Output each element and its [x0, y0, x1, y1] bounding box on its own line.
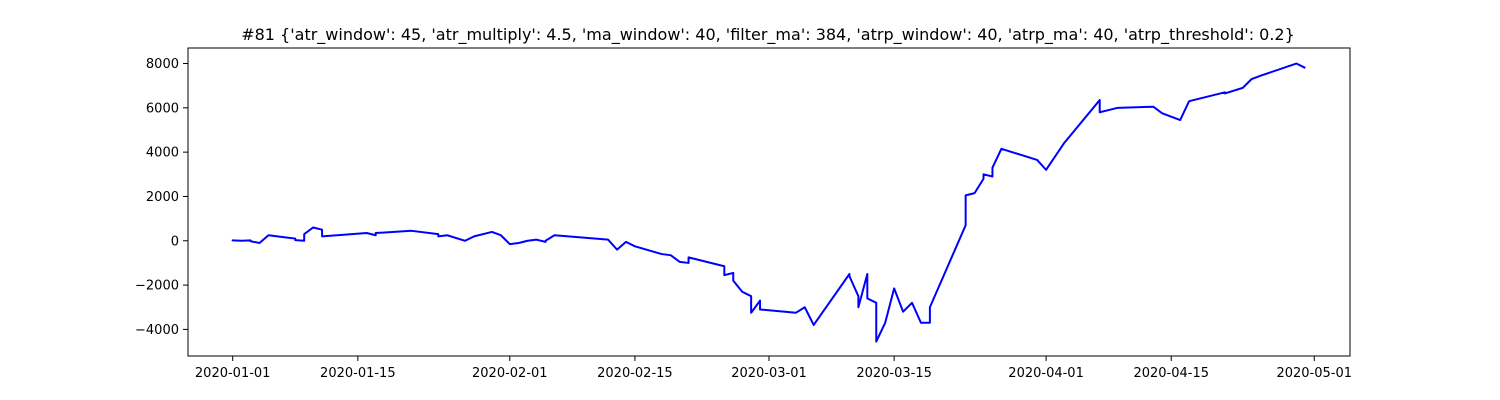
- series-line-0: [231, 62, 1306, 343]
- y-tick-label: 8000: [146, 57, 179, 72]
- y-tick-label: −4000: [135, 323, 179, 338]
- x-tick-label: 2020-04-15: [1133, 366, 1209, 381]
- y-tick-label: 0: [171, 234, 179, 249]
- x-tick-label: 2020-03-01: [731, 366, 807, 381]
- x-tick-label: 2020-01-15: [320, 366, 396, 381]
- x-tick-label: 2020-03-15: [856, 366, 932, 381]
- x-tick-label: 2020-02-01: [472, 366, 548, 381]
- y-tick-label: 6000: [146, 101, 179, 116]
- x-tick-label: 2020-04-01: [1008, 366, 1084, 381]
- x-tick-label: 2020-05-01: [1276, 366, 1352, 381]
- y-tick-label: −2000: [135, 279, 179, 294]
- y-axis: −4000 −2000 0 2000 4000 6000 8000: [135, 57, 188, 338]
- plot-area: [187, 47, 1351, 357]
- x-tick-label: 2020-01-01: [195, 366, 271, 381]
- chart-title: #81 {'atr_window': 45, 'atr_multiply': 4…: [241, 25, 1295, 45]
- y-tick-label: 2000: [146, 190, 179, 205]
- x-tick-label: 2020-02-15: [597, 366, 673, 381]
- x-axis: 2020-01-01 2020-01-15 2020-02-01 2020-02-15…: [195, 356, 1352, 381]
- y-tick-label: 4000: [146, 146, 179, 161]
